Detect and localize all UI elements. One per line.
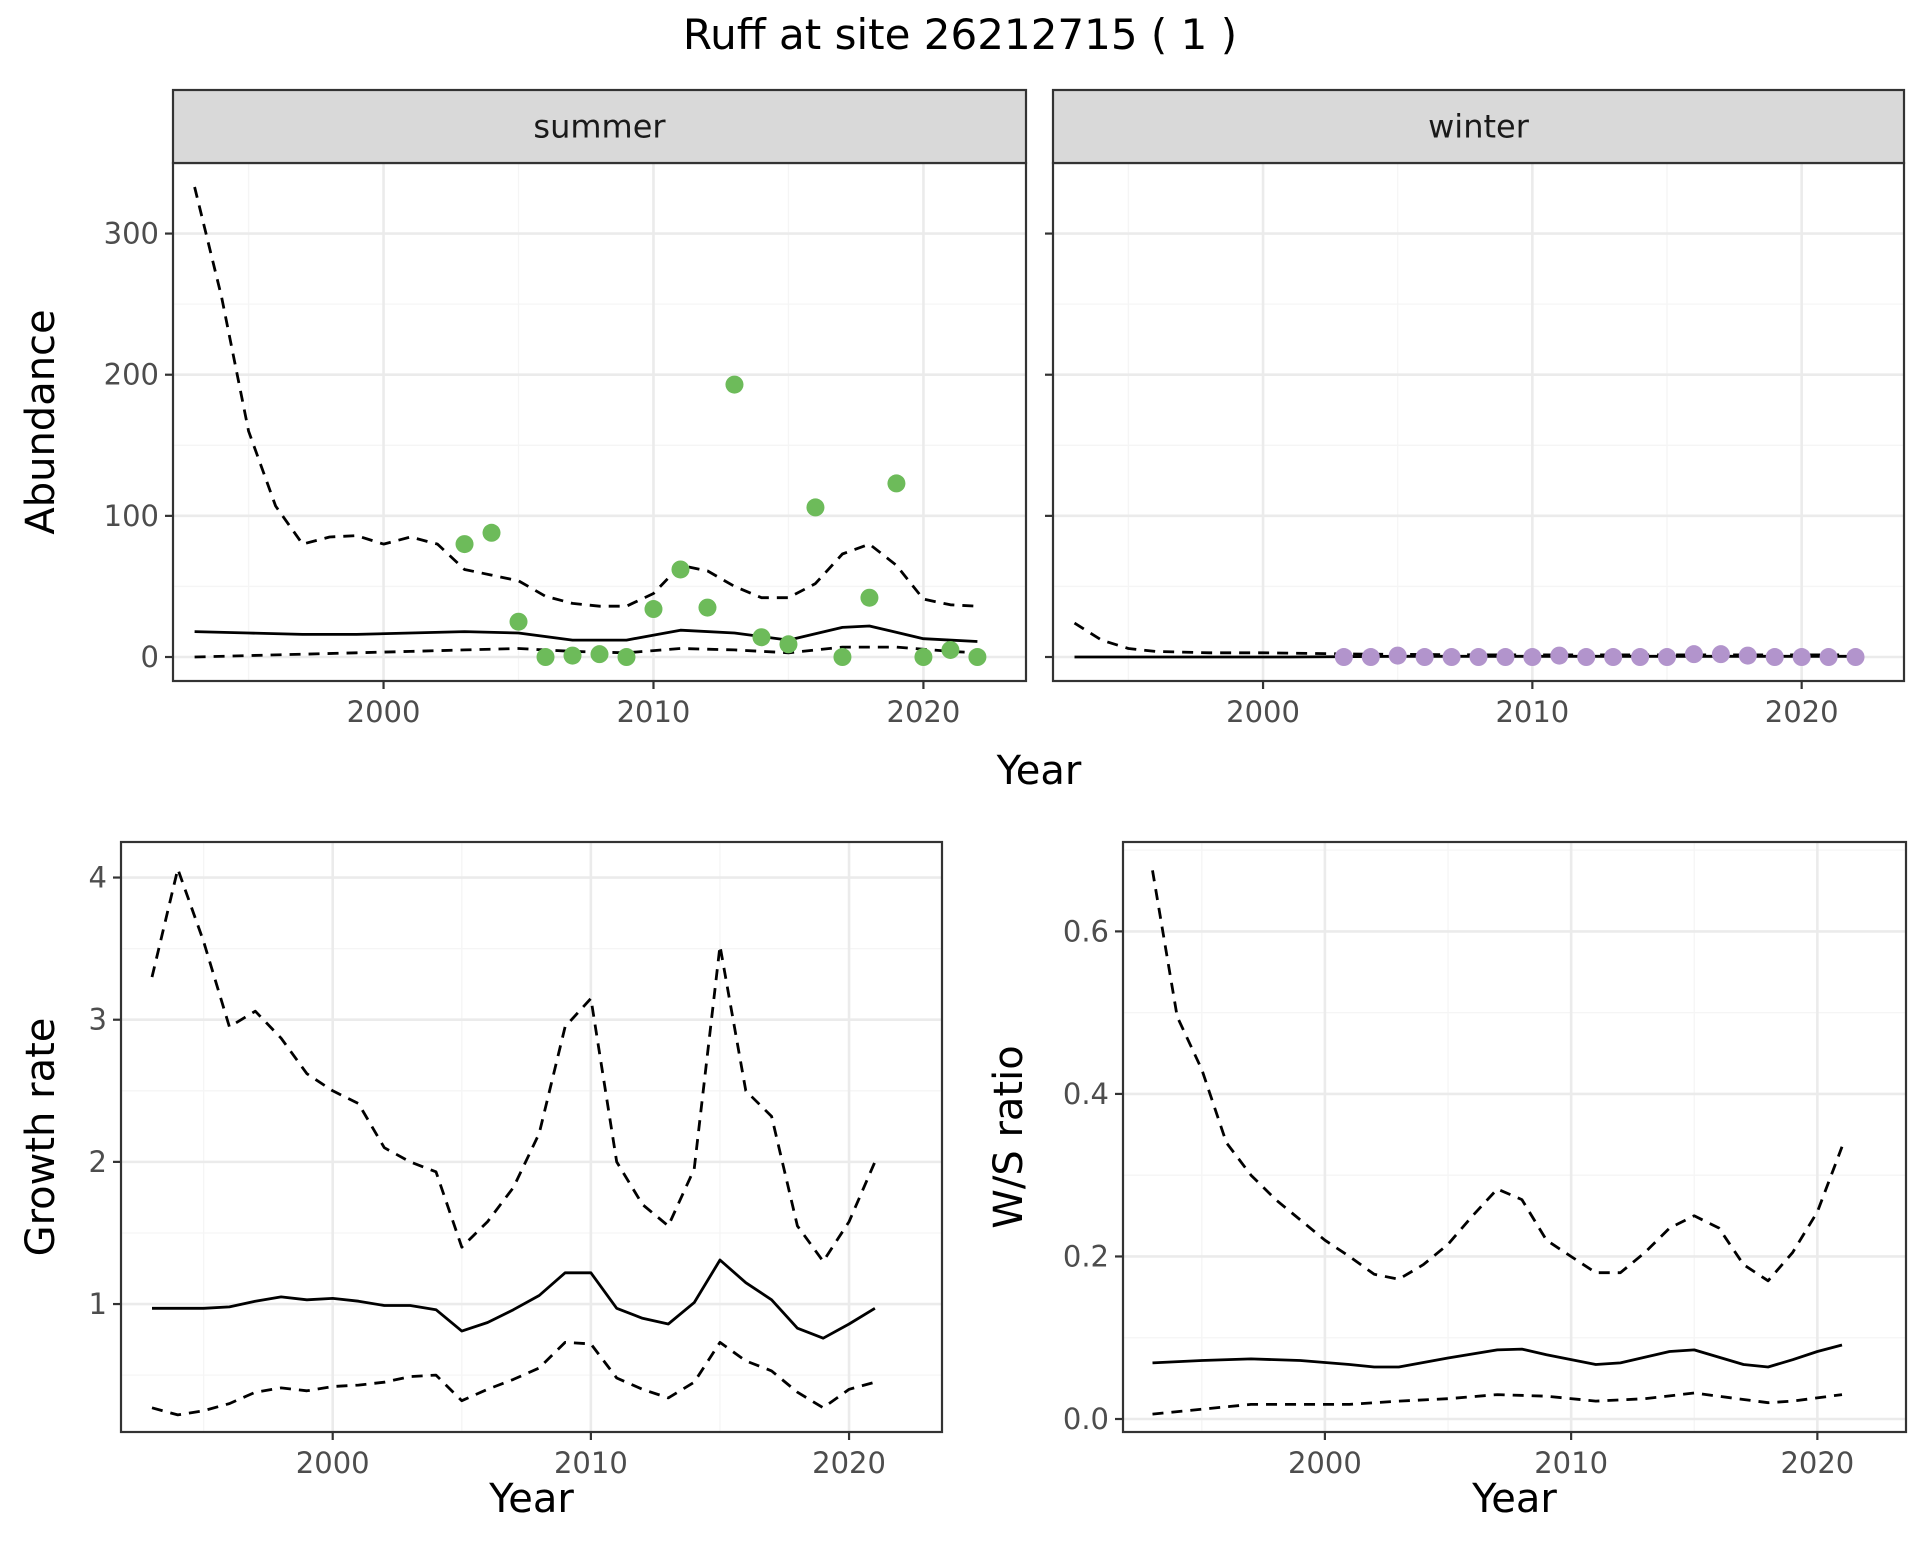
data-point-winter — [1604, 648, 1623, 667]
x-tick-label-ratio: 2020 — [1780, 1446, 1854, 1480]
data-point-winter — [1334, 648, 1353, 667]
data-point-summer — [779, 635, 798, 654]
estimate-line-winter — [1074, 654, 1856, 659]
x-tick-label-growth: 2020 — [812, 1446, 886, 1480]
panel-ratio: 2000 2010 2020 0.0 0.2 0.4 0.6 W/S ratio Year — [986, 840, 1908, 1522]
x-tick-label-ratio: 2010 — [1534, 1446, 1608, 1480]
y-tick-label-ratio: 0.4 — [1063, 1077, 1109, 1111]
panel-winter: winter 2000 2010 2020 — [1045, 88, 1906, 729]
data-point-winter — [1631, 648, 1650, 667]
x-tick-label-ratio: 2000 — [1288, 1446, 1362, 1480]
y-axis-title-summer: Abundance — [18, 309, 64, 534]
estimate-line-growth — [152, 1258, 876, 1340]
y-tick-label-ratio: 0.6 — [1063, 914, 1109, 948]
strip-summer — [171, 88, 1028, 165]
y-tick-label-summer: 200 — [104, 358, 159, 392]
y-tick-label-ratio: 0.2 — [1063, 1239, 1109, 1273]
panel-border-ratio — [1121, 840, 1908, 1434]
y-tick-label-growth: 2 — [89, 1145, 107, 1179]
data-point-summer — [617, 648, 636, 667]
data-point-winter — [1846, 648, 1865, 667]
data-point-winter — [1388, 646, 1407, 665]
interval-line-winter — [1073, 621, 1856, 657]
data-point-winter — [1792, 648, 1811, 667]
y-axis-title-growth: Growth rate — [18, 1018, 64, 1257]
interval-line-ratio — [1152, 1391, 1843, 1416]
x-tick-label-winter: 2020 — [1765, 695, 1839, 729]
data-point-summer — [644, 600, 663, 619]
plot-area-growth — [121, 842, 942, 1432]
strip-winter — [1051, 88, 1906, 165]
data-point-summer — [671, 560, 690, 579]
data-point-winter — [1819, 648, 1838, 667]
data-point-summer — [914, 648, 933, 667]
x-axis-title-growth: Year — [488, 1476, 574, 1522]
data-point-winter — [1442, 648, 1461, 667]
data-point-winter — [1361, 648, 1380, 667]
data-point-summer — [455, 535, 474, 554]
data-point-summer — [941, 640, 960, 659]
x-tick-label-growth: 2000 — [296, 1446, 370, 1480]
y-tick-label-growth: 4 — [89, 861, 107, 895]
data-point-summer — [806, 498, 825, 517]
panels: summer 2000 2010 2020 0 100 200 300 Abundance win… — [18, 88, 1908, 1522]
data-point-winter — [1496, 648, 1515, 667]
data-point-winter — [1550, 646, 1569, 665]
x-tick-label-summer: 2010 — [617, 695, 691, 729]
strip-label-winter: winter — [1428, 108, 1530, 146]
interval-line-growth — [150, 867, 877, 1263]
data-point-summer — [752, 628, 771, 647]
x-tick-label-summer: 2000 — [347, 695, 421, 729]
data-point-winter — [1738, 646, 1757, 665]
panel-border-growth — [119, 840, 944, 1434]
data-point-winter — [1523, 648, 1542, 667]
data-point-summer — [536, 648, 555, 667]
data-point-winter — [1711, 645, 1730, 664]
x-tick-label-growth: 2010 — [554, 1446, 628, 1480]
y-tick-label-summer: 300 — [104, 217, 159, 251]
x-tick-label-summer: 2020 — [887, 695, 961, 729]
estimate-line-summer — [194, 624, 978, 643]
x-axis-title-ratio: Year — [1471, 1476, 1557, 1522]
y-tick-label-ratio: 0.0 — [1063, 1402, 1109, 1436]
data-point-winter — [1684, 645, 1703, 664]
figure-title: Ruff at site 26212715 ( 1 ) — [683, 10, 1237, 59]
data-point-summer — [509, 612, 528, 631]
plot-area-summer — [173, 163, 1026, 681]
y-tick-label-growth: 3 — [89, 1003, 107, 1037]
data-point-winter — [1577, 648, 1596, 667]
y-tick-label-growth: 1 — [89, 1287, 107, 1321]
data-point-summer — [698, 598, 717, 617]
panel-summer: summer 2000 2010 2020 0 100 200 300 Abundance — [18, 88, 1028, 729]
strip-label-summer: summer — [533, 108, 666, 146]
data-point-summer — [725, 375, 744, 394]
data-point-summer — [887, 474, 906, 493]
interval-line-summer — [193, 186, 978, 608]
panel-growth: 2000 2010 2020 1 2 3 4 Growth rate Year — [18, 840, 944, 1522]
x-tick-label-winter: 2010 — [1495, 695, 1569, 729]
y-axis-title-ratio: W/S ratio — [986, 1045, 1032, 1228]
data-point-summer — [482, 523, 501, 542]
plot-area-ratio — [1123, 842, 1906, 1432]
interval-line-ratio — [1151, 870, 1844, 1283]
data-point-summer — [860, 588, 879, 607]
data-point-summer — [590, 645, 609, 664]
data-point-winter — [1469, 648, 1488, 667]
data-point-summer — [968, 648, 987, 667]
data-point-winter — [1658, 648, 1677, 667]
data-point-summer — [833, 648, 852, 667]
x-tick-label-winter: 2000 — [1226, 695, 1300, 729]
y-tick-label-summer: 0 — [141, 640, 159, 674]
top-row-x-axis-title: Year — [996, 748, 1082, 794]
data-point-winter — [1765, 648, 1784, 667]
interval-line-growth — [151, 1341, 876, 1417]
y-tick-label-summer: 100 — [104, 499, 159, 533]
data-point-winter — [1415, 648, 1434, 667]
plot-area-winter — [1053, 163, 1904, 681]
data-point-summer — [563, 646, 582, 665]
estimate-line-ratio — [1152, 1343, 1843, 1369]
